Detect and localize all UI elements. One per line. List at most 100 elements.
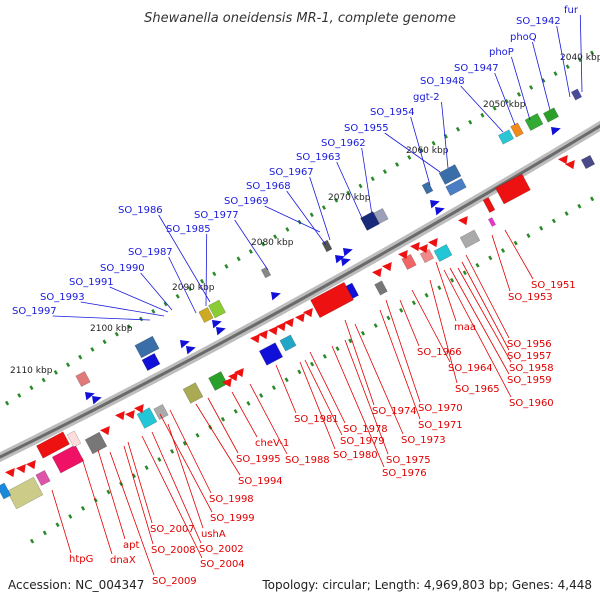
ruler-dot	[335, 346, 340, 351]
tick-label: 2110 kbp	[10, 366, 53, 376]
reverse-gene-label: SO_1957	[507, 351, 552, 362]
forward-gene-feature	[134, 335, 160, 359]
ruler-dot	[284, 377, 289, 383]
forward-leader-line	[286, 190, 327, 246]
ruler-dot	[468, 119, 473, 125]
forward-gene-arrow	[216, 327, 226, 336]
reverse-leader-line	[354, 323, 404, 435]
forward-gene-feature	[542, 107, 560, 123]
ruler-dot	[504, 98, 509, 104]
reverse-gene-feature	[580, 154, 596, 170]
ruler-dot	[321, 205, 327, 210]
reverse-leader-line	[141, 435, 203, 559]
reverse-gene-arrow	[125, 410, 135, 420]
reverse-gene-label: ushA	[201, 529, 226, 540]
ruler-dot	[529, 85, 534, 90]
reverse-leader-line	[461, 261, 510, 351]
forward-gene-label: SO_1987	[128, 247, 173, 258]
ruler-dot	[297, 369, 302, 375]
reverse-leader-line	[435, 261, 457, 322]
ruler-dot	[29, 385, 34, 391]
ruler-dot	[236, 256, 241, 262]
forward-gene-label: SO_1997	[12, 306, 57, 317]
reverse-gene-label: SO_1970	[418, 403, 463, 414]
reverse-gene-arrow	[428, 238, 438, 248]
ruler-dot	[399, 307, 404, 313]
ruler-dot	[5, 400, 10, 406]
forward-gene-arrow	[180, 340, 190, 349]
ruler-dot	[212, 271, 217, 277]
topology-text: Topology: circular; Length: 4,969,803 bp…	[262, 578, 592, 592]
reverse-gene-label: SO_1979	[340, 436, 385, 447]
reverse-leader-line	[151, 431, 202, 544]
accession-text: Accession: NC_004347	[8, 578, 145, 592]
reverse-gene-arrow	[222, 378, 232, 388]
forward-leader-line	[494, 72, 516, 126]
reverse-gene-feature	[35, 469, 51, 487]
ruler-dot	[78, 354, 83, 360]
reverse-gene-label: SO_1960	[509, 398, 554, 409]
forward-gene-label: SO_1954	[370, 107, 415, 118]
ruler-dot	[513, 240, 518, 246]
reverse-leader-line	[97, 449, 126, 540]
forward-leader-line	[158, 214, 211, 303]
ruler-dot	[151, 309, 156, 314]
forward-gene-feature	[260, 266, 272, 279]
forward-gene-feature	[438, 164, 462, 185]
forward-leader-line	[410, 116, 431, 186]
reverse-gene-feature	[310, 281, 354, 319]
reverse-gene-arrow	[284, 318, 294, 328]
forward-gene-label: phoP	[489, 47, 514, 58]
reverse-leader-line	[275, 364, 297, 414]
reverse-leader-line	[379, 309, 421, 420]
forward-gene-arrow	[271, 292, 281, 301]
forward-gene-arrow	[551, 127, 561, 136]
ruler-dot	[373, 323, 378, 328]
tick-label: 2090 kbp	[172, 283, 215, 293]
ruler-dot	[285, 227, 290, 232]
reverse-gene-arrow	[228, 372, 238, 382]
reverse-leader-line	[344, 319, 375, 406]
reverse-gene-label: SO_1998	[209, 494, 254, 505]
ruler-dot	[419, 147, 424, 153]
ruler-dot	[407, 155, 412, 160]
forward-gene-arrow	[186, 346, 196, 355]
reverse-gene-feature	[279, 334, 297, 352]
ruler-outer	[5, 50, 595, 406]
reverse-leader-line	[51, 489, 72, 554]
reverse-gene-label: SO_1975	[386, 455, 431, 466]
reverse-gene-feature	[84, 431, 108, 455]
reverse-gene-feature	[433, 244, 453, 262]
ruler-dot	[480, 112, 485, 118]
ruler-dot	[475, 262, 480, 268]
reverse-gene-arrow	[276, 322, 286, 332]
reverse-gene-label: dnaX	[110, 555, 136, 566]
reverse-gene-label: SO_1980	[333, 450, 378, 461]
forward-gene-label: SO_1969	[224, 196, 269, 207]
reverse-leader-line	[344, 339, 389, 455]
forward-leader-line	[556, 25, 571, 98]
ruler-dot	[163, 301, 168, 307]
ruler-dot	[157, 457, 162, 462]
reverse-leader-line	[504, 229, 534, 280]
ruler-dot	[106, 489, 111, 495]
ruler-dot	[114, 331, 119, 337]
reverse-gene-label: SO_2002	[199, 544, 244, 555]
reverse-leader-line	[331, 345, 385, 468]
tick-label: 2070 kbp	[328, 193, 371, 203]
ruler-dot	[590, 196, 595, 202]
reverse-leader-line	[249, 383, 288, 455]
ruler-dot	[553, 71, 558, 76]
reverse-gene-label: SO_1971	[418, 420, 463, 431]
reverse-gene-feature	[182, 382, 204, 404]
ruler-dot	[170, 449, 175, 454]
forward-leader-line	[80, 301, 165, 317]
reverse-gene-feature	[495, 173, 531, 205]
forward-gene-arrow	[92, 396, 102, 405]
forward-gene-feature	[497, 129, 515, 145]
reverse-gene-label: SO_1978	[343, 424, 388, 435]
reverse-gene-label: SO_1976	[382, 468, 427, 479]
ruler-dot	[334, 197, 339, 203]
reverse-gene-arrow	[26, 460, 36, 470]
